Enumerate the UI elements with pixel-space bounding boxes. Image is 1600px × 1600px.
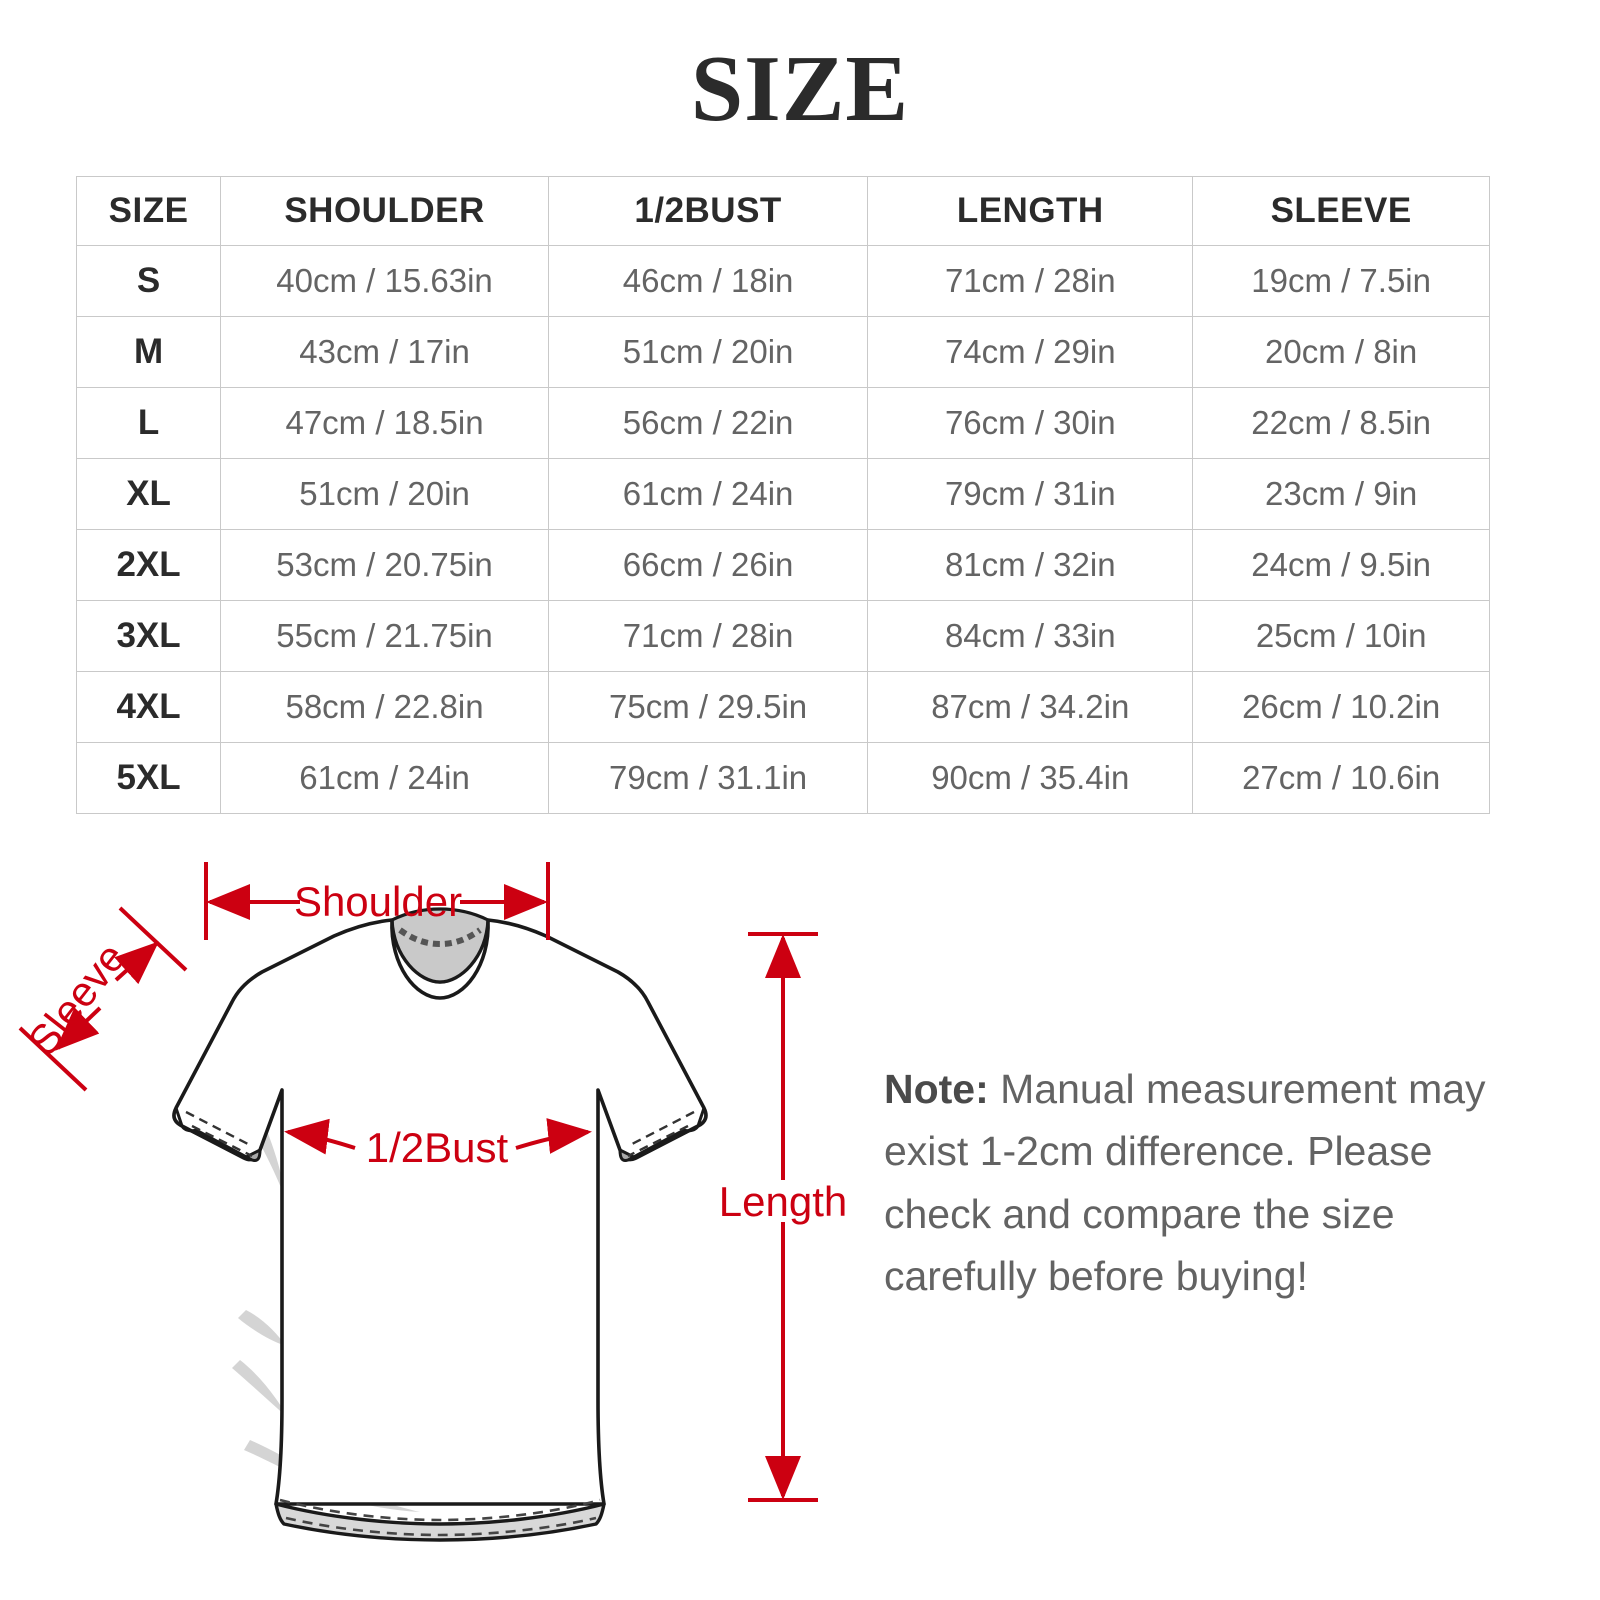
cell-length: 81cm / 32in (867, 529, 1194, 601)
column-header-shoulder: SHOULDER (220, 176, 549, 246)
cell-size: L (75, 387, 222, 459)
cell-length: 90cm / 35.4in (867, 742, 1194, 814)
cell-sleeve: 27cm / 10.6in (1192, 742, 1490, 814)
hem-stitch-lower (285, 1516, 597, 1537)
table-row: 3XL 55cm / 21.75in 71cm / 28in 84cm / 33… (75, 600, 1490, 672)
shoulder-measurement-annotation: Shoulder (204, 862, 550, 940)
cell-sleeve: 26cm / 10.2in (1192, 671, 1490, 743)
cell-shoulder: 53cm / 20.75in (220, 529, 549, 601)
table-row: 2XL 53cm / 20.75in 66cm / 26in 81cm / 32… (75, 529, 1490, 601)
cell-shoulder: 51cm / 20in (220, 458, 549, 530)
tshirt-illustration (172, 907, 708, 1542)
cell-length: 84cm / 33in (867, 600, 1194, 672)
table-row: 4XL 58cm / 22.8in 75cm / 29.5in 87cm / 3… (75, 671, 1490, 743)
cell-shoulder: 40cm / 15.63in (220, 245, 549, 317)
cell-half-bust: 61cm / 24in (547, 458, 869, 530)
sleeve-measurement-annotation: Sleeve (18, 906, 188, 1092)
table-header-row: SIZE SHOULDER 1/2BUST LENGTH SLEEVE (75, 176, 1490, 246)
cell-shoulder: 55cm / 21.75in (220, 600, 549, 672)
tshirt-measurement-diagram: Shoulder Sleeve 1/2Bust Length (0, 840, 900, 1580)
cell-sleeve: 25cm / 10in (1192, 600, 1490, 672)
sleeve-upper-tick (118, 906, 188, 972)
half-bust-measurement-annotation: 1/2Bust (284, 1118, 592, 1171)
shoulder-label: Shoulder (294, 878, 462, 925)
table-row: L 47cm / 18.5in 56cm / 22in 76cm / 30in … (75, 387, 1490, 459)
cell-half-bust: 66cm / 26in (547, 529, 869, 601)
sleeve-label: Sleeve (19, 934, 135, 1064)
right-cuff-stitch-outer (631, 1110, 695, 1146)
left-cuff-stitch-outer (185, 1110, 249, 1146)
cell-sleeve: 23cm / 9in (1192, 458, 1490, 530)
cell-half-bust: 56cm / 22in (547, 387, 869, 459)
cell-sleeve: 22cm / 8.5in (1192, 387, 1490, 459)
cell-size: M (75, 316, 222, 388)
table-row: XL 51cm / 20in 61cm / 24in 79cm / 31in 2… (75, 458, 1490, 530)
cell-half-bust: 51cm / 20in (547, 316, 869, 388)
sleeve-lower-tick (18, 1026, 88, 1092)
length-measurement-annotation: Length (719, 932, 847, 1502)
cell-half-bust: 79cm / 31.1in (547, 742, 869, 814)
cell-size: S (75, 245, 222, 317)
column-header-size: SIZE (75, 176, 222, 246)
table-row: M 43cm / 17in 51cm / 20in 74cm / 29in 20… (75, 316, 1490, 388)
cell-shoulder: 61cm / 24in (220, 742, 549, 814)
note-text: Manual measurement may exist 1-2cm diffe… (884, 1066, 1486, 1299)
tshirt-body-outline (172, 918, 708, 1506)
half-bust-label: 1/2Bust (366, 1124, 509, 1171)
collar-rib-stitching (398, 927, 482, 948)
size-chart-table: SIZE SHOULDER 1/2BUST LENGTH SLEEVE S 40… (75, 176, 1490, 814)
cell-sleeve: 20cm / 8in (1192, 316, 1490, 388)
table-row: S 40cm / 15.63in 46cm / 18in 71cm / 28in… (75, 245, 1490, 317)
column-header-length: LENGTH (867, 176, 1194, 246)
column-header-half-bust: 1/2BUST (547, 176, 869, 246)
length-label: Length (719, 1178, 847, 1225)
cell-size: XL (75, 458, 222, 530)
right-cuff-stitch-inner (627, 1124, 689, 1158)
half-bust-arrow-right (515, 1118, 592, 1154)
cell-length: 79cm / 31in (867, 458, 1194, 530)
left-cuff-stitch-inner (191, 1124, 253, 1158)
cell-half-bust: 75cm / 29.5in (547, 671, 869, 743)
column-header-sleeve: SLEEVE (1192, 176, 1490, 246)
cell-size: 3XL (75, 600, 222, 672)
cell-length: 76cm / 30in (867, 387, 1194, 459)
cell-length: 74cm / 29in (867, 316, 1194, 388)
cell-sleeve: 19cm / 7.5in (1192, 245, 1490, 317)
cell-size: 5XL (75, 742, 222, 814)
table-row: 5XL 61cm / 24in 79cm / 31.1in 90cm / 35.… (75, 742, 1490, 814)
sleeve-arrow-lower (55, 1006, 102, 1051)
sleeve-arrow-upper (114, 941, 159, 985)
cell-size: 2XL (75, 529, 222, 601)
hem-stitch-upper (279, 1498, 601, 1522)
page-title: SIZE (690, 37, 910, 141)
measurement-note: Note: Manual measurement may exist 1-2cm… (884, 1058, 1524, 1307)
cell-size: 4XL (75, 671, 222, 743)
size-chart-table-container: SIZE SHOULDER 1/2BUST LENGTH SLEEVE S 40… (75, 176, 1490, 814)
cell-shoulder: 43cm / 17in (220, 316, 549, 388)
collar-outer-band (390, 919, 490, 1000)
cell-sleeve: 24cm / 9.5in (1192, 529, 1490, 601)
half-bust-arrow-left (284, 1118, 356, 1155)
cell-shoulder: 47cm / 18.5in (220, 387, 549, 459)
cell-half-bust: 71cm / 28in (547, 600, 869, 672)
note-label: Note: (884, 1066, 989, 1112)
cell-shoulder: 58cm / 22.8in (220, 671, 549, 743)
cell-length: 71cm / 28in (867, 245, 1194, 317)
cell-half-bust: 46cm / 18in (547, 245, 869, 317)
cell-length: 87cm / 34.2in (867, 671, 1194, 743)
